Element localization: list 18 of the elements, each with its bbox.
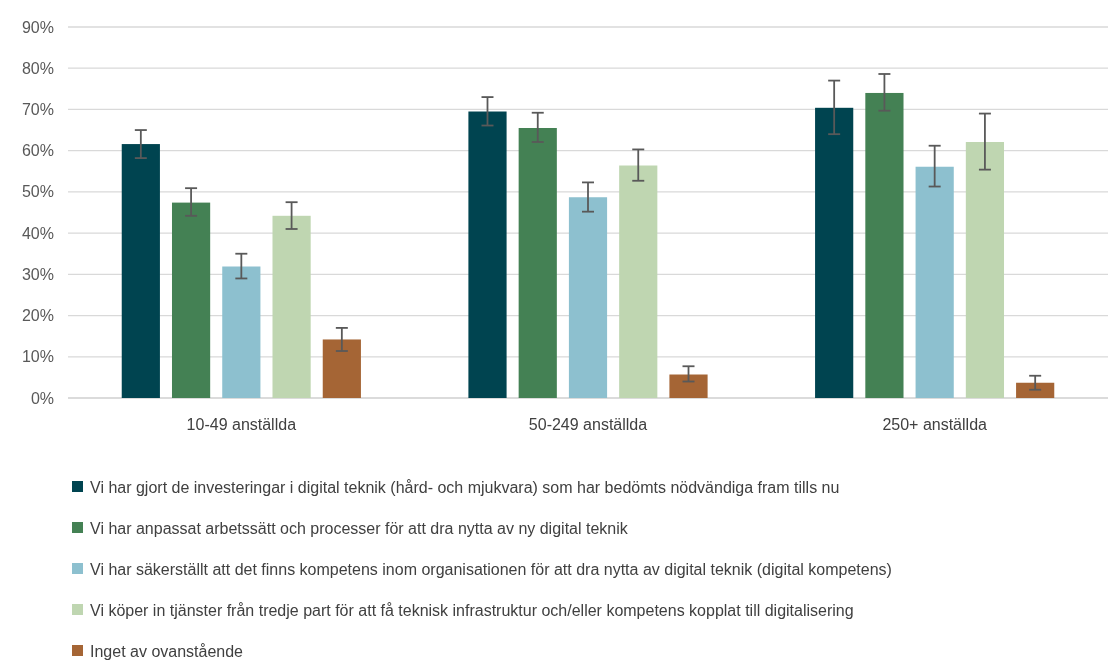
legend-label: Vi har anpassat arbetssätt och processer för att dra nytta av ny digital teknik xyxy=(90,519,629,537)
legend-label: Inget av ovanstående xyxy=(90,642,244,660)
x-tick-label: 250+ anställda xyxy=(882,416,988,433)
y-tick-label: 40% xyxy=(21,224,54,242)
legend-label: Vi köper in tjänster från tredje part för att få teknisk infrastruktur och/eller kompetens kopplat till digitalisering xyxy=(90,601,854,619)
x-tick-label: 50-249 anställda xyxy=(528,416,648,433)
y-tick-label: 20% xyxy=(21,307,54,325)
y-tick-label: 90% xyxy=(21,18,54,36)
legend-label: Vi har säkerställt att det finns kompetens inom organisationen för att dra nytta av digital teknik (digital kompetens) xyxy=(90,560,892,578)
y-tick-label: 30% xyxy=(21,265,54,283)
y-tick-label: 50% xyxy=(21,183,54,201)
y-tick-label: 10% xyxy=(21,348,54,366)
legend-label: Vi har gjort de investeringar i digital teknik (hård- och mjukvara) som har bedömts nödvändiga fram tills nu xyxy=(90,478,840,496)
y-tick-label: 70% xyxy=(21,101,54,119)
y-tick-label: 80% xyxy=(21,59,54,77)
x-tick-label: 10-49 anställda xyxy=(186,416,297,433)
y-tick-label: 0% xyxy=(30,389,54,407)
y-tick-label: 60% xyxy=(21,142,54,160)
